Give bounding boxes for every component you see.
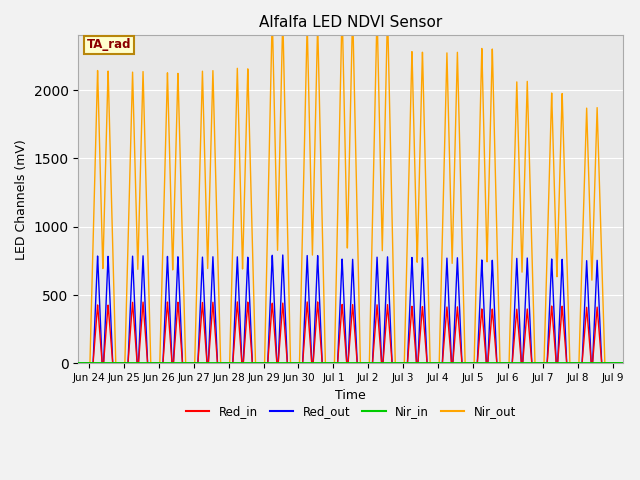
Y-axis label: LED Channels (mV): LED Channels (mV): [15, 139, 28, 260]
Text: TA_rad: TA_rad: [86, 38, 131, 51]
Legend: Red_in, Red_out, Nir_in, Nir_out: Red_in, Red_out, Nir_in, Nir_out: [181, 401, 521, 423]
Title: Alfalfa LED NDVI Sensor: Alfalfa LED NDVI Sensor: [259, 15, 442, 30]
X-axis label: Time: Time: [335, 389, 366, 402]
